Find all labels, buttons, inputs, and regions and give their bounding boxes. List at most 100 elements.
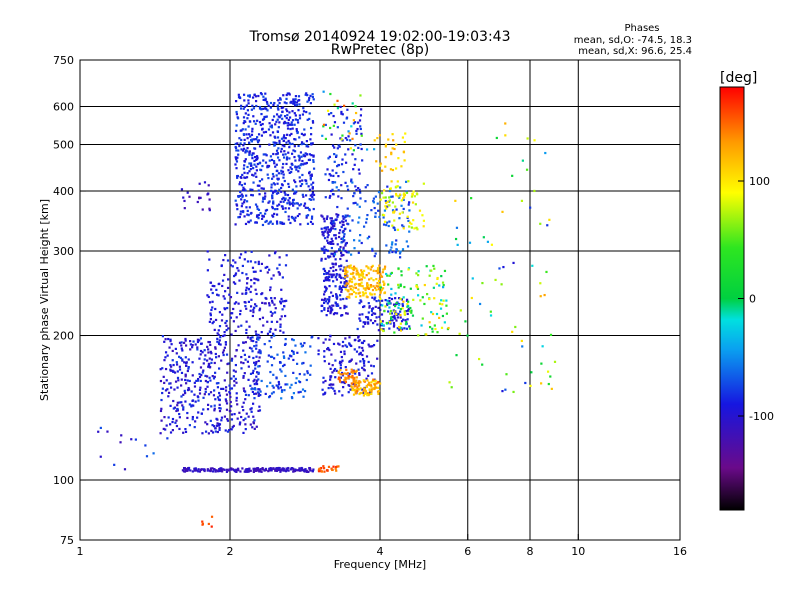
data-point: [249, 290, 252, 294]
data-point: [406, 305, 409, 308]
data-point: [390, 287, 393, 291]
data-point: [272, 103, 275, 107]
data-point: [366, 393, 369, 397]
data-point: [403, 313, 407, 316]
data-point: [217, 341, 220, 344]
data-point: [287, 218, 290, 221]
data-point: [255, 333, 258, 336]
data-point: [250, 139, 253, 142]
data-point: [392, 211, 395, 214]
data-point: [312, 468, 315, 471]
data-point: [233, 384, 236, 387]
data-point: [382, 280, 385, 283]
data-point: [328, 270, 331, 273]
data-point: [241, 292, 244, 295]
data-point: [182, 406, 185, 409]
data-point: [349, 272, 353, 275]
data-point: [332, 383, 335, 386]
data-point: [365, 148, 369, 151]
data-point: [300, 155, 303, 158]
data-point: [343, 268, 347, 271]
data-point: [255, 375, 258, 378]
data-point: [369, 268, 372, 271]
data-point: [297, 109, 300, 112]
data-point: [204, 430, 208, 433]
data-point: [186, 369, 189, 373]
data-point: [352, 265, 356, 268]
data-point: [225, 400, 228, 403]
x-tick-label: 2: [227, 545, 234, 558]
data-point: [272, 141, 275, 144]
data-point: [399, 308, 402, 311]
data-point: [336, 147, 339, 150]
data-point: [232, 307, 235, 311]
data-point: [229, 400, 232, 404]
data-point: [407, 268, 410, 271]
data-point: [329, 310, 332, 313]
data-point: [397, 286, 400, 289]
data-point: [263, 197, 266, 200]
data-point: [210, 361, 213, 364]
data-point: [184, 339, 187, 342]
data-point: [301, 113, 305, 116]
data-point: [166, 354, 169, 357]
data-point: [340, 197, 343, 200]
data-point: [181, 349, 184, 352]
data-point: [187, 466, 191, 470]
data-point: [306, 118, 309, 121]
data-point: [162, 375, 165, 378]
data-point: [401, 307, 404, 310]
data-point: [264, 92, 267, 95]
data-point: [281, 197, 284, 201]
data-point: [293, 112, 296, 115]
data-point: [352, 379, 355, 382]
data-point: [260, 470, 263, 473]
data-point: [367, 322, 370, 325]
data-point: [312, 198, 315, 201]
data-point: [236, 142, 239, 145]
data-point: [373, 386, 377, 389]
data-point: [267, 354, 270, 357]
data-point: [445, 304, 448, 307]
data-point: [172, 399, 175, 403]
data-point: [357, 368, 360, 371]
data-point: [257, 94, 260, 98]
data-point: [249, 423, 252, 426]
data-point: [368, 384, 372, 387]
data-point: [433, 297, 436, 300]
data-point: [266, 265, 269, 269]
data-point: [234, 199, 237, 202]
data-point: [195, 469, 199, 472]
data-point: [231, 265, 234, 268]
data-point: [309, 364, 312, 367]
data-point: [209, 317, 212, 321]
data-point: [258, 350, 262, 353]
data-point: [399, 297, 402, 301]
data-point: [368, 388, 371, 391]
data-point: [323, 297, 327, 300]
data-point: [381, 320, 384, 323]
data-point: [370, 381, 373, 384]
data-point: [399, 322, 402, 325]
data-point: [257, 378, 260, 381]
data-point: [383, 267, 386, 270]
data-point: [329, 229, 332, 232]
data-point: [396, 228, 400, 231]
data-point: [211, 467, 214, 470]
data-point: [259, 352, 262, 355]
data-point: [325, 217, 328, 220]
data-point: [257, 262, 260, 266]
data-point: [390, 293, 393, 296]
data-point: [243, 119, 246, 123]
data-point: [373, 298, 376, 301]
data-point: [386, 205, 389, 208]
stats-heading: Phases: [624, 23, 659, 34]
data-point: [252, 107, 256, 110]
data-point: [343, 352, 346, 356]
data-point: [196, 346, 199, 349]
data-point: [250, 339, 253, 342]
data-point: [529, 384, 532, 387]
data-point: [262, 197, 265, 201]
data-point: [203, 349, 206, 352]
data-point: [399, 313, 402, 317]
